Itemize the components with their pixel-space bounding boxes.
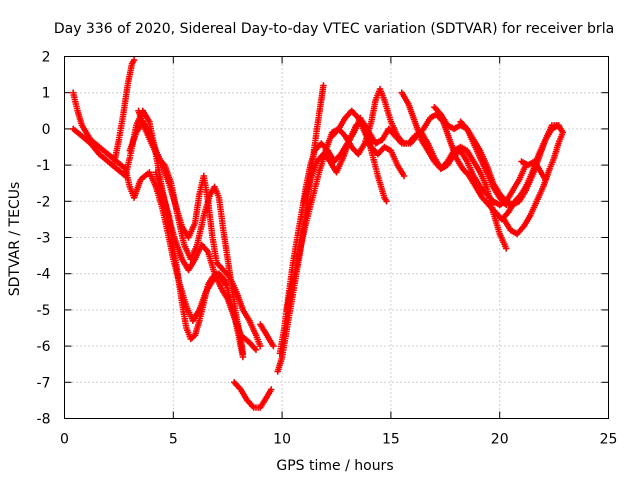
- series-track-14: [398, 89, 510, 252]
- y-tick-label: -7: [37, 375, 51, 391]
- data-point: [222, 281, 229, 288]
- data-point: [559, 129, 566, 136]
- data-point: [542, 176, 549, 183]
- data-point: [320, 82, 327, 89]
- series-track-3: [111, 56, 138, 165]
- y-tick-label: -1: [37, 158, 51, 174]
- y-tick-label: -6: [37, 339, 51, 355]
- y-tick-label: 0: [42, 122, 51, 138]
- x-tick-label: 5: [169, 432, 178, 448]
- y-tick-label: -2: [37, 194, 51, 210]
- series-track-16: [457, 118, 566, 209]
- x-tick-label: 10: [273, 432, 291, 448]
- x-axis-label: GPS time / hours: [276, 458, 393, 474]
- x-tick-label: 20: [491, 432, 509, 448]
- series-track-13: [328, 107, 408, 180]
- y-tick-label: -4: [37, 267, 51, 283]
- series-track-17: [500, 129, 566, 238]
- data-point: [239, 350, 247, 357]
- plot-frame: [64, 56, 609, 419]
- data-point: [252, 346, 260, 353]
- data-point: [257, 342, 264, 350]
- data-point: [268, 386, 275, 393]
- y-tick-label: -5: [37, 303, 51, 319]
- data-point: [270, 342, 277, 350]
- series-track-7: [231, 379, 275, 411]
- data-point: [400, 172, 408, 180]
- series-track-5: [135, 107, 247, 357]
- series-track-8: [257, 321, 277, 350]
- series-track-6: [152, 169, 229, 343]
- y-axis-label: SDTVAR / TECUs: [7, 182, 23, 297]
- x-tick-label: 15: [382, 432, 400, 448]
- series-track-18: [518, 158, 549, 183]
- data-point: [130, 56, 138, 64]
- grid-lines: [64, 56, 609, 419]
- chart-title: Day 336 of 2020, Sidereal Day-to-day VTE…: [54, 21, 614, 37]
- data-point: [383, 198, 390, 205]
- x-tick-label: 25: [600, 432, 618, 448]
- y-tick-label: -8: [37, 412, 51, 428]
- y-tick-label: 2: [42, 50, 51, 66]
- x-tick-label: 0: [60, 432, 69, 448]
- data-point: [503, 245, 510, 252]
- y-tick-label: -3: [37, 231, 51, 247]
- y-tick-label: 1: [42, 86, 51, 102]
- data-markers: [70, 56, 566, 411]
